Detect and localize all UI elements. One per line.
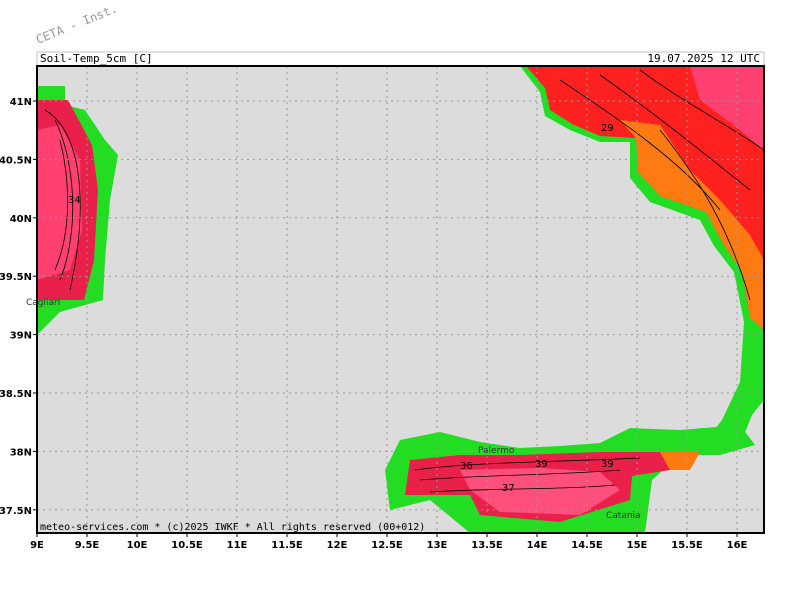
place-label: Palermo <box>478 446 515 456</box>
header-title: Soil-Temp_5cm [C] <box>40 52 153 65</box>
lon-tick-label: 12E <box>327 540 348 551</box>
contour-label: 29 <box>601 123 614 134</box>
contour <box>44 109 81 291</box>
contour-label: 34 <box>68 195 81 206</box>
header-date: 19.07.2025 12 UTC <box>647 52 760 65</box>
lon-tick-label: 11.5E <box>271 540 303 551</box>
lat-tick-label: 41N <box>10 97 32 108</box>
temp-area <box>526 66 764 330</box>
lon-tick-label: 13.5E <box>471 540 503 551</box>
contour-label: 39 <box>601 459 614 470</box>
plot: meteo-services.com * (c)2025 IWKF * All … <box>26 65 765 534</box>
contour <box>414 457 641 493</box>
contour-label: 37 <box>502 483 515 494</box>
temp-area <box>620 120 764 330</box>
lat-tick-label: 37.5N <box>0 506 32 517</box>
lat-tick-label: 40.5N <box>0 155 32 166</box>
lon-tick-label: 10E <box>127 540 148 551</box>
contour-label: 39 <box>535 459 548 470</box>
lon-tick-label: 15E <box>627 540 648 551</box>
lon-tick-label: 14.5E <box>571 540 603 551</box>
plot-frame <box>36 65 765 534</box>
lon-tick-label: 11E <box>227 540 248 551</box>
lat-tick-label: 39.5N <box>0 272 32 283</box>
lon-tick-label: 13E <box>427 540 448 551</box>
lat-tick-label: 39N <box>10 331 32 342</box>
footer: meteo-services.com * (c)2025 IWKF * All … <box>40 522 425 533</box>
place-label: Cagliari <box>26 298 60 308</box>
lon-tick-label: 16E <box>727 540 748 551</box>
contour <box>559 69 765 301</box>
lon-tick-label: 14E <box>527 540 548 551</box>
lat-tick-label: 40N <box>10 214 32 225</box>
lat-tick-label: 38N <box>10 447 32 458</box>
lat-tick-label: 38.5N <box>0 389 32 400</box>
contour-label: 36 <box>460 461 473 472</box>
lon-tick-label: 9.5E <box>75 540 100 551</box>
lon-tick-label: 15.5E <box>671 540 703 551</box>
temp-area <box>660 452 700 470</box>
lon-tick-label: 9E <box>30 540 44 551</box>
lon-tick-label: 10.5E <box>171 540 203 551</box>
place-label: Catania <box>606 511 641 521</box>
temp-area <box>690 66 764 150</box>
temp-area <box>460 468 620 515</box>
lon-tick-label: 12.5E <box>371 540 403 551</box>
